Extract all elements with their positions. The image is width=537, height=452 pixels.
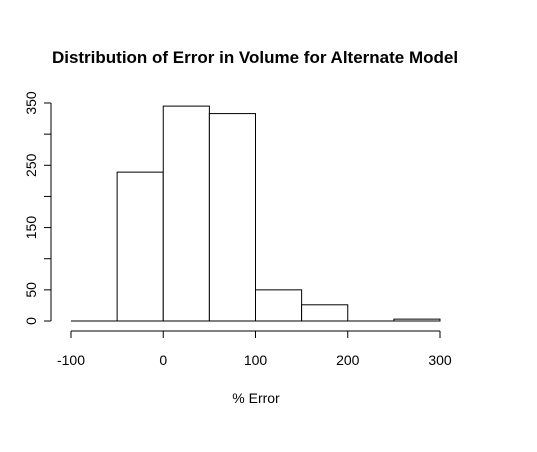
bars-group: [71, 105, 441, 322]
x-tick-label: 0: [159, 352, 167, 368]
histogram-bar: [255, 289, 303, 322]
chart-title: Distribution of Error in Volume for Alte…: [52, 48, 458, 67]
histogram-bar: [116, 171, 164, 322]
x-tick-label: 300: [428, 352, 452, 368]
histogram-bar: [393, 318, 441, 322]
histogram-bar: [301, 304, 349, 322]
y-axis: 0 50 150 250 350: [23, 91, 52, 325]
y-tick-label: 150: [23, 216, 39, 240]
x-axis: -100 0 100 200 300: [57, 330, 452, 368]
x-tick-label: 200: [336, 352, 360, 368]
x-tick-label: 100: [244, 352, 268, 368]
histogram-bar: [208, 113, 256, 322]
y-tick-label: 250: [23, 153, 39, 177]
y-tick-label: 350: [23, 91, 39, 115]
x-axis-label: % Error: [232, 390, 280, 406]
y-tick-label: 0: [23, 317, 39, 325]
histogram-bar: [162, 105, 210, 322]
x-tick-label: -100: [57, 352, 85, 368]
y-tick-label: 50: [23, 282, 39, 298]
